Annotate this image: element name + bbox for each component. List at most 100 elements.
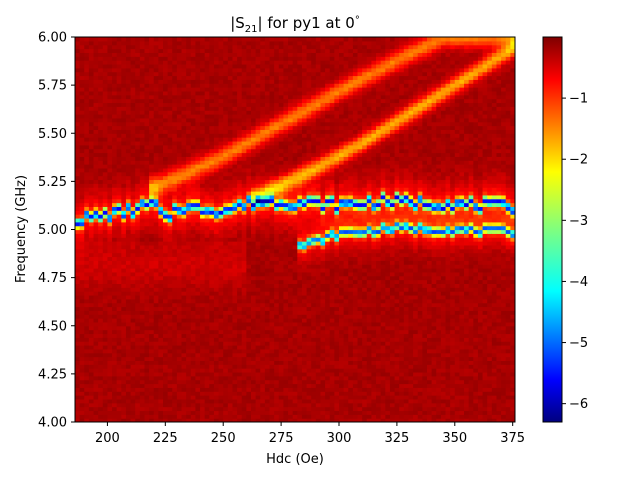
heatmap-cell (98, 102, 104, 107)
heatmap-cell (297, 233, 303, 238)
heatmap-cell (218, 306, 224, 311)
heatmap-cell (93, 321, 99, 327)
heatmap-cell (84, 356, 90, 361)
heatmap-cell (218, 275, 224, 281)
heatmap-cell (218, 287, 224, 292)
heatmap-cell (176, 167, 183, 173)
heatmap-cell (102, 133, 109, 138)
heatmap-cell (260, 217, 266, 223)
heatmap-cell (116, 56, 122, 61)
heatmap-cell (139, 187, 146, 192)
heatmap-cell (297, 206, 303, 211)
heatmap-cell (260, 321, 266, 327)
heatmap-cell (116, 279, 122, 284)
heatmap-cell (149, 379, 155, 385)
heatmap-cell (292, 368, 298, 373)
heatmap-cell (232, 294, 238, 300)
heatmap-cell (139, 329, 146, 335)
heatmap-cell (163, 337, 169, 342)
heatmap-cell (181, 206, 187, 211)
heatmap-cell (172, 291, 178, 296)
heatmap-cell (288, 217, 294, 223)
heatmap-cell (274, 306, 280, 311)
heatmap-cell (139, 341, 146, 346)
heatmap-cell (292, 102, 298, 107)
heatmap-cell (172, 217, 178, 223)
heatmap-cell (172, 414, 178, 419)
heatmap-cell (255, 44, 261, 50)
heatmap-cell (283, 44, 289, 50)
heatmap-cell (232, 87, 238, 92)
heatmap-cell (190, 106, 197, 111)
heatmap-cell (181, 60, 187, 65)
heatmap-cell (125, 352, 132, 358)
heatmap-cell (278, 194, 285, 200)
heatmap-cell (107, 63, 113, 69)
heatmap-cell (232, 167, 238, 173)
heatmap-cell (218, 395, 224, 400)
heatmap-cell (181, 260, 187, 265)
heatmap-cell (301, 202, 308, 207)
heatmap-cell (195, 129, 201, 134)
heatmap-cell (176, 40, 183, 46)
heatmap-cell (204, 198, 210, 204)
heatmap-cell (163, 117, 169, 123)
heatmap-cell (241, 198, 247, 204)
heatmap-cell (223, 60, 229, 65)
heatmap-cell (223, 306, 229, 311)
heatmap-cell (88, 391, 95, 396)
heatmap-cell (181, 94, 187, 100)
heatmap-cell (227, 406, 234, 412)
heatmap-cell (107, 102, 113, 107)
heatmap-cell (75, 329, 81, 335)
heatmap-cell (232, 221, 238, 227)
heatmap-cell (260, 125, 266, 130)
heatmap-cell (107, 321, 113, 327)
heatmap-cell (255, 194, 261, 200)
heatmap-cell (125, 117, 132, 123)
heatmap-cell (241, 391, 247, 396)
heatmap-cell (167, 206, 173, 211)
heatmap-cell (255, 125, 261, 130)
heatmap-cell (218, 37, 224, 42)
heatmap-cell (149, 225, 155, 231)
heatmap-cell (176, 360, 183, 365)
heatmap-cell (125, 275, 132, 281)
heatmap-cell (292, 345, 298, 350)
heatmap-cell (75, 83, 81, 88)
heatmap-cell (292, 129, 298, 134)
heatmap-cell (107, 48, 113, 53)
heatmap-cell (237, 156, 243, 161)
heatmap-cell (260, 175, 266, 181)
heatmap-cell (163, 137, 169, 142)
heatmap-cell (130, 133, 136, 138)
heatmap-cell (139, 268, 146, 273)
heatmap-cell (288, 306, 294, 311)
heatmap-cell (84, 171, 90, 177)
heatmap-cell (213, 214, 220, 219)
heatmap-cell (153, 237, 159, 242)
heatmap-cell (237, 294, 243, 300)
heatmap-cell (241, 298, 247, 304)
heatmap-cell (172, 71, 178, 77)
heatmap-cell (190, 241, 197, 246)
heatmap-cell (153, 179, 159, 184)
heatmap-cell (125, 60, 132, 65)
heatmap-cell (88, 306, 95, 311)
heatmap-cell (190, 191, 197, 196)
heatmap-cell (181, 360, 187, 365)
heatmap-cell (181, 87, 187, 92)
heatmap-cell (223, 125, 229, 130)
heatmap-cell (237, 75, 243, 80)
heatmap-cell (195, 291, 201, 296)
heatmap-cell (288, 114, 294, 119)
heatmap-cell (204, 237, 210, 242)
heatmap-cell (213, 125, 220, 130)
heatmap-cell (237, 371, 243, 377)
heatmap-cell (125, 418, 132, 422)
heatmap-cell (232, 333, 238, 338)
heatmap-cell (204, 129, 210, 134)
heatmap-cell (195, 148, 201, 154)
heatmap-cell (107, 164, 113, 169)
heatmap-cell (288, 360, 294, 365)
